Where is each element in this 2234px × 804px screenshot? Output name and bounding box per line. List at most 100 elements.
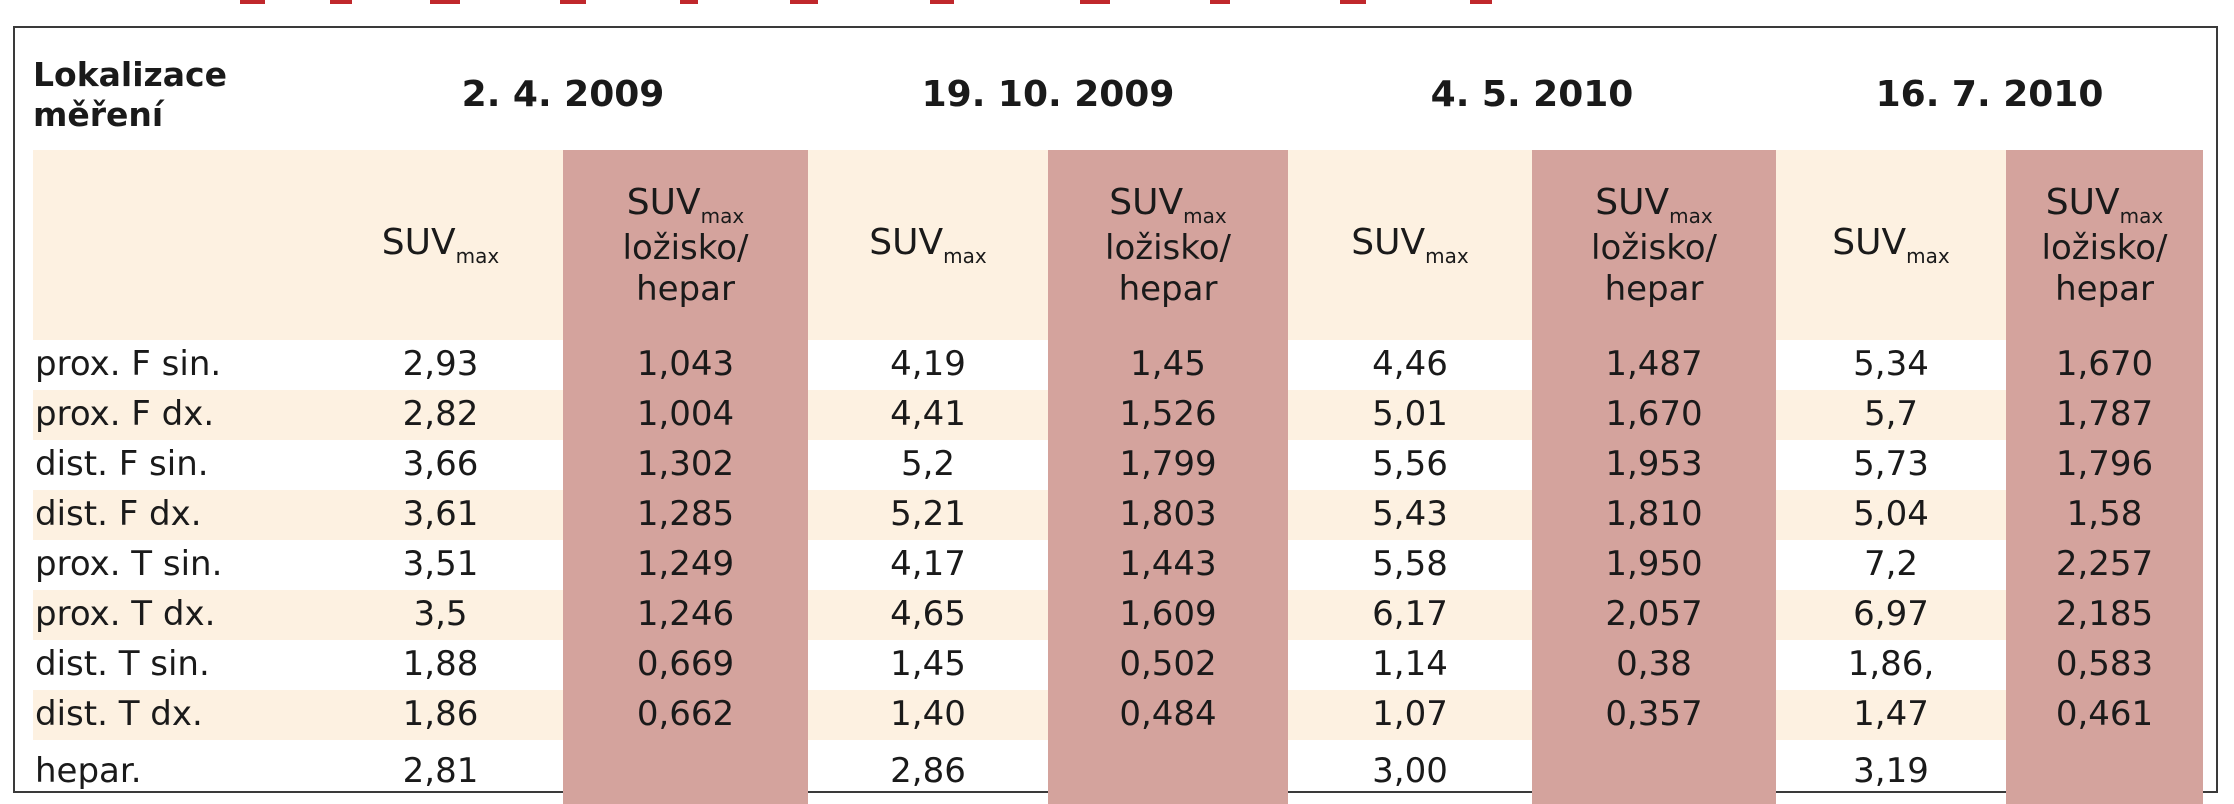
suv-value-cell: 1,86, [1847, 644, 1935, 685]
ratio-value-cell: 1,803 [1048, 490, 1288, 540]
row-label: dist. F sin. [35, 444, 209, 485]
suv-value-cell: 1,07 [1288, 690, 1532, 740]
ratio-value-cell: 1,487 [1532, 340, 1776, 390]
suv-value-cell: 5,34 [1853, 344, 1929, 385]
caption-fragment [240, 0, 265, 4]
ratio-value-cell: 1,670 [1532, 390, 1776, 440]
ratio-label: hepar [1604, 268, 1704, 309]
suv-label: SUV [381, 222, 456, 263]
ratio-value-cell: 0,502 [1048, 640, 1288, 690]
ratio-value-cell: 0,461 [2006, 690, 2204, 740]
suv-ratio-header: SUVmax ložisko/hepar [1048, 150, 1288, 340]
row-label: hepar. [35, 751, 142, 792]
caption-fragment [1340, 0, 1366, 4]
ratio-label: hepar [636, 268, 735, 309]
row-label: prox. T dx. [33, 590, 318, 640]
suv-value-cell: 5,43 [1288, 490, 1532, 540]
table-row: dist. F sin. 3,66 1,302 5,2 1,799 5,56 1,953 5,… [33, 440, 2204, 490]
ratio-value-cell [1048, 740, 1288, 804]
suv-value-cell: 5,7 [1776, 390, 2006, 440]
table-row: prox. F dx. 2,82 1,004 4,41 1,526 5,01 1,670 5,… [33, 390, 2204, 440]
ratio-value-cell: 0,662 [563, 690, 808, 740]
suv-value-cell: 2,82 [318, 390, 563, 440]
caption-fragment [1470, 0, 1492, 4]
ratio-value-cell: 0,583 [2006, 640, 2204, 690]
ratio-label: ložisko/ [2041, 227, 2168, 268]
header-row-dates: Lokalizace měření 2. 4. 2009 19. 10. 200… [33, 40, 2203, 150]
header-row-measures: SUVmax SUVmax ložisko/hepar SUVmax SUVmax lož… [33, 150, 2204, 340]
row-label: dist. F dx. [33, 490, 318, 540]
ratio-value-cell: 2,185 [2006, 590, 2204, 640]
suv-value-cell: 1,88 [402, 644, 479, 685]
date-header: 19. 10. 2009 [921, 74, 1175, 116]
suv-value-cell: 1,40 [808, 690, 1048, 740]
ratio-value-cell: 2,257 [2006, 540, 2204, 590]
caption-fragment [330, 0, 352, 4]
row-label: prox. F dx. [33, 390, 318, 440]
suv-value-cell: 1,45 [890, 644, 966, 685]
suv-label: SUV [626, 181, 701, 223]
header-label-cell: Lokalizace měření [33, 40, 318, 150]
suv-value-cell: 4,41 [808, 390, 1048, 440]
suv-value-cell: 4,65 [808, 590, 1048, 640]
suv-subscript: max [1425, 244, 1469, 268]
suv-subscript: max [943, 244, 987, 268]
cropped-caption-strip [0, 0, 2234, 10]
ratio-label: hepar [2055, 268, 2154, 309]
ratio-value-cell: 1,285 [563, 490, 808, 540]
ratio-value-cell: 0,357 [1532, 690, 1776, 740]
date-header: 2. 4. 2009 [461, 74, 665, 116]
suv-value-cell: 7,2 [1863, 544, 1919, 585]
suv-subscript: max [2119, 203, 2164, 228]
date-header: 16. 7. 2010 [1875, 74, 2104, 116]
table-row: dist. T dx. 1,86 0,662 1,40 0,484 1,07 0,357 1,… [33, 690, 2204, 740]
suv-value-cell: 1,47 [1776, 690, 2006, 740]
suv-value-cell: 5,04 [1776, 490, 2006, 540]
ratio-value-cell: 1,670 [2006, 340, 2204, 390]
ratio-value-cell: 1,58 [2006, 490, 2204, 540]
suv-value-cell: 1,86 [318, 690, 563, 740]
table-row: dist. T sin. 1,88 0,669 1,45 0,502 1,14 0,38 1,… [33, 640, 2204, 690]
table-row: hepar. 2,81 2,86 3,00 3,19 [33, 740, 2204, 804]
ratio-value-cell: 1,799 [1048, 440, 1288, 490]
ratio-value-cell: 1,302 [563, 440, 808, 490]
suv-subscript: max [700, 203, 745, 228]
table-row: prox. T sin. 3,51 1,249 4,17 1,443 5,58 1,950 7… [33, 540, 2204, 590]
row-label: dist. T sin. [35, 644, 210, 685]
row-label: prox. T sin. [35, 544, 223, 585]
suv-value-cell: 2,93 [402, 344, 479, 385]
caption-fragment [680, 0, 698, 4]
ratio-value-cell: 1,249 [563, 540, 808, 590]
ratio-value-cell: 0,38 [1532, 640, 1776, 690]
suv-max-header: SUVmax [318, 150, 563, 340]
suv-value-cell: 3,61 [318, 490, 563, 540]
suv-value-cell: 5,56 [1372, 444, 1448, 485]
suv-value-cell: 6,97 [1776, 590, 2006, 640]
ratio-label: ložisko/ [1105, 227, 1231, 268]
caption-fragment [790, 0, 818, 4]
caption-fragment [930, 0, 954, 4]
row-label: prox. F sin. [35, 344, 222, 385]
suv-subscript: max [1669, 203, 1713, 228]
caption-fragment [560, 0, 586, 4]
suv-value-cell: 3,51 [402, 544, 479, 585]
ratio-label: hepar [1118, 268, 1218, 309]
suv-value-cell: 1,14 [1372, 644, 1448, 685]
ratio-value-cell: 1,526 [1048, 390, 1288, 440]
header-empty-cell [33, 150, 318, 340]
suv-subscript: max [1906, 244, 1950, 268]
table-row: prox. F sin. 2,93 1,043 4,19 1,45 4,46 1,487 5,… [33, 340, 2204, 390]
ratio-value-cell: 1,043 [563, 340, 808, 390]
suv-value-cell: 2,86 [890, 751, 966, 792]
suv-value-cell: 5,01 [1288, 390, 1532, 440]
ratio-value-cell: 1,45 [1048, 340, 1288, 390]
ratio-label: ložisko/ [1591, 227, 1717, 268]
header-label: měření [33, 95, 164, 134]
ratio-value-cell: 1,787 [2006, 390, 2204, 440]
ratio-value-cell: 1,953 [1532, 440, 1776, 490]
suv-label: SUV [1832, 222, 1907, 263]
table-row: prox. T dx. 3,5 1,246 4,65 1,609 6,17 2,057 6,9… [33, 590, 2204, 640]
suv-value-cell: 3,66 [402, 444, 479, 485]
suv-value-cell: 5,58 [1372, 544, 1448, 585]
ratio-value-cell: 2,057 [1532, 590, 1776, 640]
